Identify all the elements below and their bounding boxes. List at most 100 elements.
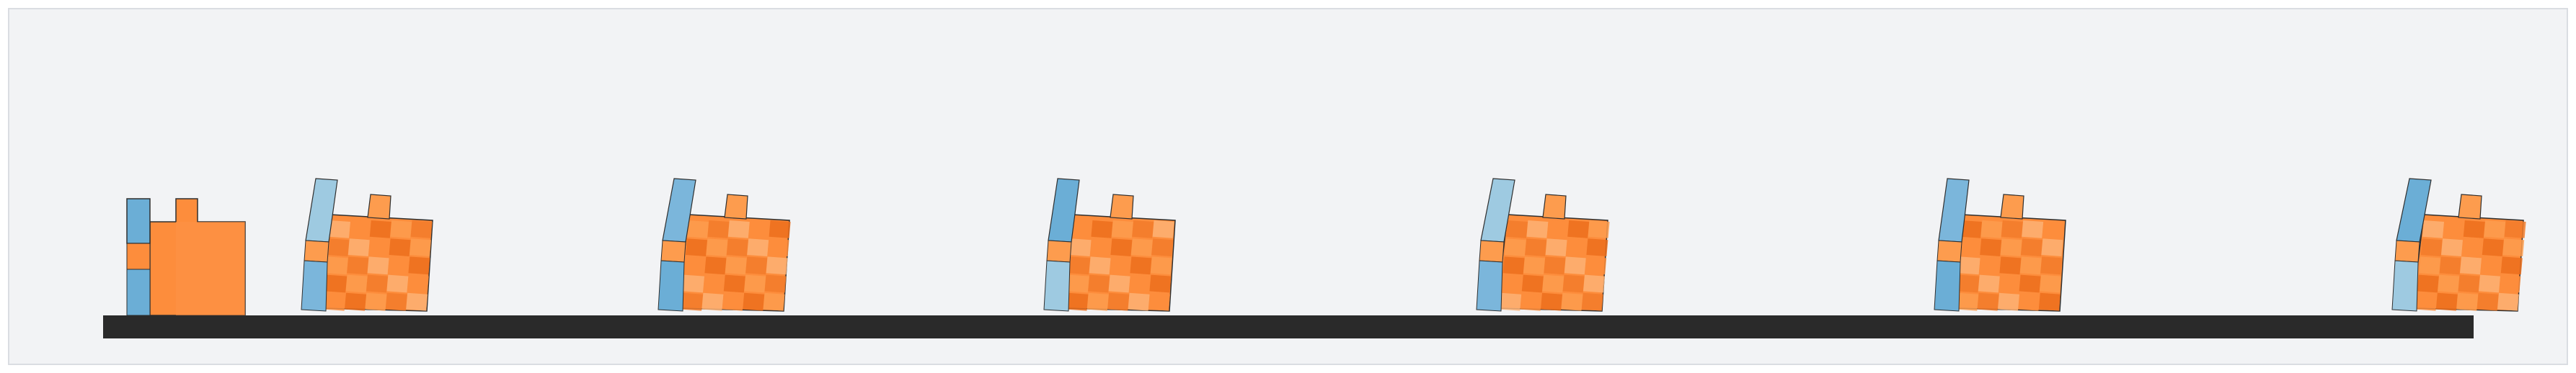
- mesh-cell: [2040, 274, 2061, 293]
- mesh-cell: [406, 292, 428, 311]
- mesh-cell: [1091, 220, 1113, 238]
- mesh-cell: [2041, 238, 2063, 256]
- mesh-cell: [725, 256, 747, 275]
- mesh-cell: [1583, 274, 1605, 293]
- soft-body-frame-3: [658, 178, 791, 312]
- orange-joint: [1046, 240, 1072, 263]
- mesh-cell: [1980, 238, 2002, 256]
- mesh-cell: [1089, 256, 1111, 275]
- mesh-cell: [1152, 220, 1174, 238]
- blue-limb-lower: [2391, 260, 2419, 312]
- mesh-cell: [326, 256, 348, 275]
- mesh-cell: [1506, 220, 1528, 238]
- plot-panel: [8, 8, 2568, 365]
- mesh-cell: [390, 220, 412, 238]
- mesh-cell: [1541, 292, 1562, 311]
- mesh-cell: [723, 274, 745, 293]
- mesh-cell: [1520, 292, 1542, 311]
- blue-limb-lower: [1043, 260, 1071, 312]
- mesh-cell: [1108, 274, 1130, 293]
- mesh-cell: [1564, 256, 1586, 275]
- orange-joint: [1479, 240, 1505, 263]
- mesh-cell: [1545, 238, 1567, 256]
- mesh-cell: [2419, 256, 2441, 275]
- mesh-cell: [347, 256, 369, 275]
- mesh-cell: [366, 274, 388, 293]
- mesh-cell: [1542, 274, 1564, 293]
- soft-body-frame-6: [1934, 178, 2066, 312]
- mesh-cell: [2441, 238, 2463, 256]
- mesh-cell: [2499, 274, 2521, 293]
- body-nub: [724, 194, 748, 220]
- mesh-cell: [2479, 274, 2500, 293]
- mesh-cell: [1151, 238, 1174, 256]
- soft-body-rest-pose: [126, 198, 246, 316]
- mesh-cell: [1110, 256, 1131, 275]
- mesh-cell: [1107, 292, 1130, 311]
- mesh-cell: [2040, 256, 2063, 275]
- mesh-cell: [1581, 292, 1603, 311]
- mesh-cell: [410, 220, 433, 238]
- body-nub: [2458, 194, 2482, 220]
- mesh-cell: [2497, 292, 2519, 311]
- mesh-cell: [1999, 274, 2021, 293]
- soft-body-frame-4: [1043, 178, 1176, 312]
- mesh-cell: [407, 274, 429, 293]
- mesh-cell: [410, 238, 431, 256]
- mesh-cell: [1999, 256, 2022, 275]
- mesh-cell: [2438, 274, 2460, 293]
- mesh-cell: [2502, 238, 2525, 256]
- mesh-cell: [707, 220, 730, 238]
- mesh-cell: [1521, 274, 1544, 293]
- mesh-cell: [1130, 238, 1153, 256]
- mesh-cell: [703, 274, 725, 293]
- mesh-cell: [1086, 292, 1109, 311]
- mesh-cell: [1566, 238, 1588, 256]
- mesh-cell: [1502, 256, 1525, 275]
- mesh-cell: [327, 238, 350, 256]
- mesh-cell: [365, 292, 387, 311]
- mesh-cell: [324, 292, 346, 311]
- blue-limb-lower: [1934, 260, 1961, 312]
- mesh-cell: [1501, 274, 1523, 293]
- mesh-cell: [2000, 238, 2022, 256]
- mesh-cell: [726, 238, 748, 256]
- mesh-cell: [1957, 274, 1980, 293]
- mesh-cell: [1525, 238, 1547, 256]
- mesh-cell: [727, 220, 750, 238]
- mesh-cell: [1069, 238, 1092, 256]
- orange-joint: [126, 243, 151, 270]
- mesh-cell: [767, 238, 789, 256]
- mesh-cell: [2420, 238, 2443, 256]
- mesh-cell: [367, 256, 389, 275]
- mesh-cell: [1958, 256, 1980, 275]
- mesh-cell: [2417, 274, 2439, 293]
- mesh-cell: [1567, 220, 1590, 238]
- mesh-cell: [2021, 238, 2042, 256]
- mesh-cell: [766, 256, 788, 275]
- mesh-cell: [745, 256, 768, 275]
- mesh-cell: [701, 292, 724, 311]
- blue-limb-lower: [1476, 260, 1503, 312]
- blue-limb-lower: [658, 260, 685, 312]
- mesh-cell: [763, 292, 785, 311]
- blue-limb-lower: [301, 260, 328, 312]
- mesh-cell: [2460, 256, 2482, 275]
- mesh-cell: [385, 292, 407, 311]
- mesh-cell: [2504, 220, 2526, 238]
- mesh-cell: [1980, 220, 2003, 238]
- mesh-cell: [2463, 220, 2485, 238]
- mesh-cell: [2456, 292, 2479, 311]
- body-nub: [1110, 194, 1134, 220]
- mesh-cell: [325, 274, 348, 293]
- mesh-cell: [1088, 274, 1110, 293]
- mesh-cell: [2484, 220, 2506, 238]
- mesh-cell: [2018, 292, 2040, 311]
- mesh-cell: [1561, 292, 1583, 311]
- mesh-cell: [1544, 256, 1566, 275]
- mesh-cell: [1978, 274, 2000, 293]
- mesh-cell: [2500, 256, 2523, 275]
- mesh-cell: [1150, 256, 1172, 275]
- mesh-cell: [684, 256, 706, 275]
